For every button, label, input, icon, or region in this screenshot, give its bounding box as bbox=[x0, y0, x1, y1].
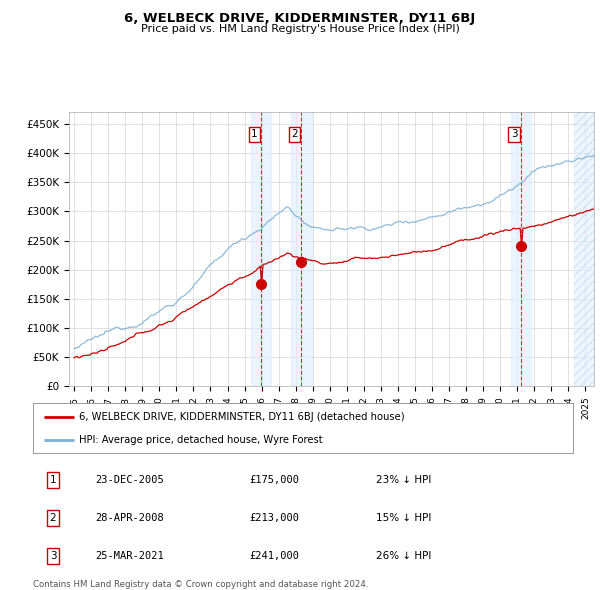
Text: 1: 1 bbox=[251, 129, 258, 139]
Text: 26% ↓ HPI: 26% ↓ HPI bbox=[376, 551, 431, 560]
Text: Price paid vs. HM Land Registry's House Price Index (HPI): Price paid vs. HM Land Registry's House … bbox=[140, 24, 460, 34]
Text: 1: 1 bbox=[50, 476, 56, 485]
Text: 23-DEC-2005: 23-DEC-2005 bbox=[95, 476, 164, 485]
Text: Contains HM Land Registry data © Crown copyright and database right 2024.: Contains HM Land Registry data © Crown c… bbox=[33, 580, 368, 589]
Text: £241,000: £241,000 bbox=[249, 551, 299, 560]
Text: 28-APR-2008: 28-APR-2008 bbox=[95, 513, 164, 523]
Text: 15% ↓ HPI: 15% ↓ HPI bbox=[376, 513, 431, 523]
Text: 6, WELBECK DRIVE, KIDDERMINSTER, DY11 6BJ (detached house): 6, WELBECK DRIVE, KIDDERMINSTER, DY11 6B… bbox=[79, 411, 404, 421]
Text: £175,000: £175,000 bbox=[249, 476, 299, 485]
Text: 23% ↓ HPI: 23% ↓ HPI bbox=[376, 476, 431, 485]
Text: 25-MAR-2021: 25-MAR-2021 bbox=[95, 551, 164, 560]
Text: HPI: Average price, detached house, Wyre Forest: HPI: Average price, detached house, Wyre… bbox=[79, 435, 323, 445]
Bar bbox=[511, 112, 532, 386]
Bar bbox=[574, 112, 599, 386]
Text: £213,000: £213,000 bbox=[249, 513, 299, 523]
Text: 6, WELBECK DRIVE, KIDDERMINSTER, DY11 6BJ: 6, WELBECK DRIVE, KIDDERMINSTER, DY11 6B… bbox=[124, 12, 476, 25]
Text: 3: 3 bbox=[511, 129, 518, 139]
Bar bbox=[251, 112, 271, 386]
Text: 2: 2 bbox=[50, 513, 56, 523]
Text: 3: 3 bbox=[50, 551, 56, 560]
Bar bbox=[291, 112, 311, 386]
Text: 2: 2 bbox=[291, 129, 298, 139]
